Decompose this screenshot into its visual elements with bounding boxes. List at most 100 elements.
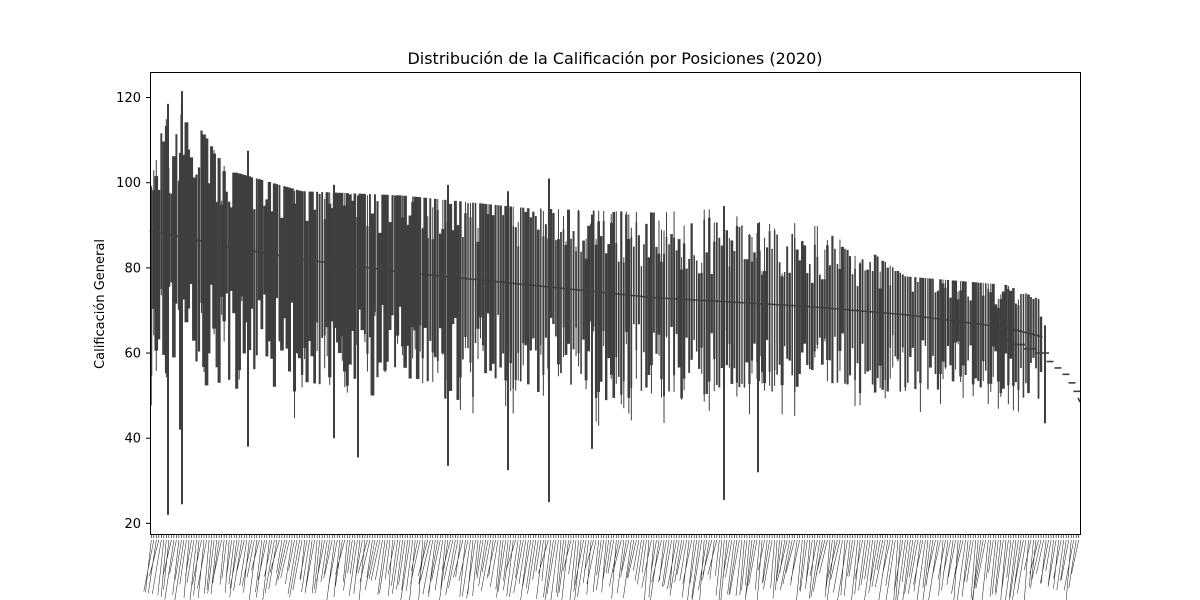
violin: [580, 251, 582, 374]
violin: [280, 217, 284, 351]
violin: [242, 174, 246, 354]
violin: [265, 199, 269, 357]
violin: [738, 226, 741, 388]
violin: [840, 246, 844, 334]
violin: [207, 183, 211, 354]
y-axis-label: Calificación General: [93, 239, 108, 369]
violin: [647, 257, 651, 375]
violin: [497, 205, 499, 315]
violin: [532, 211, 535, 339]
violin: [778, 262, 781, 365]
violin: [448, 203, 453, 391]
violin: [949, 297, 952, 366]
violin: [336, 192, 339, 343]
violin: [270, 211, 274, 359]
plot-area: [149, 91, 1081, 515]
violin: [946, 280, 950, 347]
violin: [177, 180, 180, 310]
violin: [570, 238, 572, 385]
violin: [1009, 290, 1013, 359]
y-tick-label: 20: [124, 517, 141, 532]
violin: [848, 256, 852, 376]
violin: [670, 234, 673, 327]
violin: [403, 195, 407, 368]
violin: [157, 189, 161, 340]
violin: [693, 255, 695, 340]
violin: [283, 186, 286, 319]
violin: [172, 156, 176, 358]
violin: [175, 134, 178, 304]
violin: [1039, 316, 1043, 373]
violin: [347, 194, 352, 365]
y-tick-label: 60: [124, 347, 141, 362]
violin: [921, 277, 925, 341]
violin: [688, 258, 691, 373]
violin: [798, 260, 801, 374]
violin: [1027, 294, 1030, 394]
violin: [287, 187, 292, 372]
violin: [250, 177, 254, 309]
violin: [210, 146, 214, 285]
violin: [290, 188, 294, 303]
violin: [337, 192, 342, 354]
plot-frame: [150, 72, 1081, 535]
violin: [914, 277, 917, 390]
violin: [544, 224, 547, 338]
y-tick-label: 80: [124, 261, 141, 276]
violin: [936, 290, 940, 390]
violin-bodies: [150, 104, 1043, 426]
violin: [934, 292, 937, 375]
violin: [398, 195, 402, 307]
violin: [645, 223, 648, 388]
violin: [977, 282, 980, 381]
violin: [391, 195, 394, 316]
violin: [917, 281, 919, 372]
violin: [932, 278, 934, 356]
violin: [297, 190, 302, 359]
violin: [668, 244, 670, 392]
violin: [899, 272, 902, 392]
violin: [771, 248, 773, 392]
violin: [353, 193, 357, 379]
violin: [733, 251, 736, 369]
violin: [310, 191, 314, 357]
violin: [1037, 299, 1040, 399]
violin: [911, 291, 914, 348]
violin: [444, 199, 447, 399]
violin: [552, 213, 555, 324]
violin: [204, 138, 209, 386]
violin: [806, 273, 809, 365]
violin: [811, 282, 814, 370]
violin: [803, 245, 807, 344]
violin: [228, 201, 231, 380]
violin: [718, 237, 721, 388]
violin: [368, 194, 371, 338]
violin: [308, 191, 311, 341]
violin: [534, 215, 537, 351]
violin: [927, 278, 929, 390]
violin: [974, 282, 977, 379]
violin: [229, 207, 234, 291]
violin: [786, 246, 789, 359]
violin: [189, 157, 194, 284]
violin: [866, 269, 869, 372]
violin: [360, 193, 365, 331]
violin: [984, 283, 987, 371]
violin: [821, 279, 824, 365]
violin: [1030, 297, 1032, 364]
violin: [715, 222, 718, 385]
violin: [415, 197, 420, 379]
violin: [743, 259, 746, 388]
violin: [607, 244, 611, 359]
violin: [467, 203, 469, 349]
chart-title: Distribución de la Calificación por Posi…: [407, 49, 822, 68]
x-tick-labels: [143, 539, 1079, 600]
violin: [851, 274, 854, 349]
violin: [247, 176, 252, 351]
violin: [979, 282, 982, 388]
violin: [225, 191, 228, 294]
violin: [690, 223, 693, 360]
violin: [305, 220, 309, 383]
violin: [881, 260, 884, 390]
